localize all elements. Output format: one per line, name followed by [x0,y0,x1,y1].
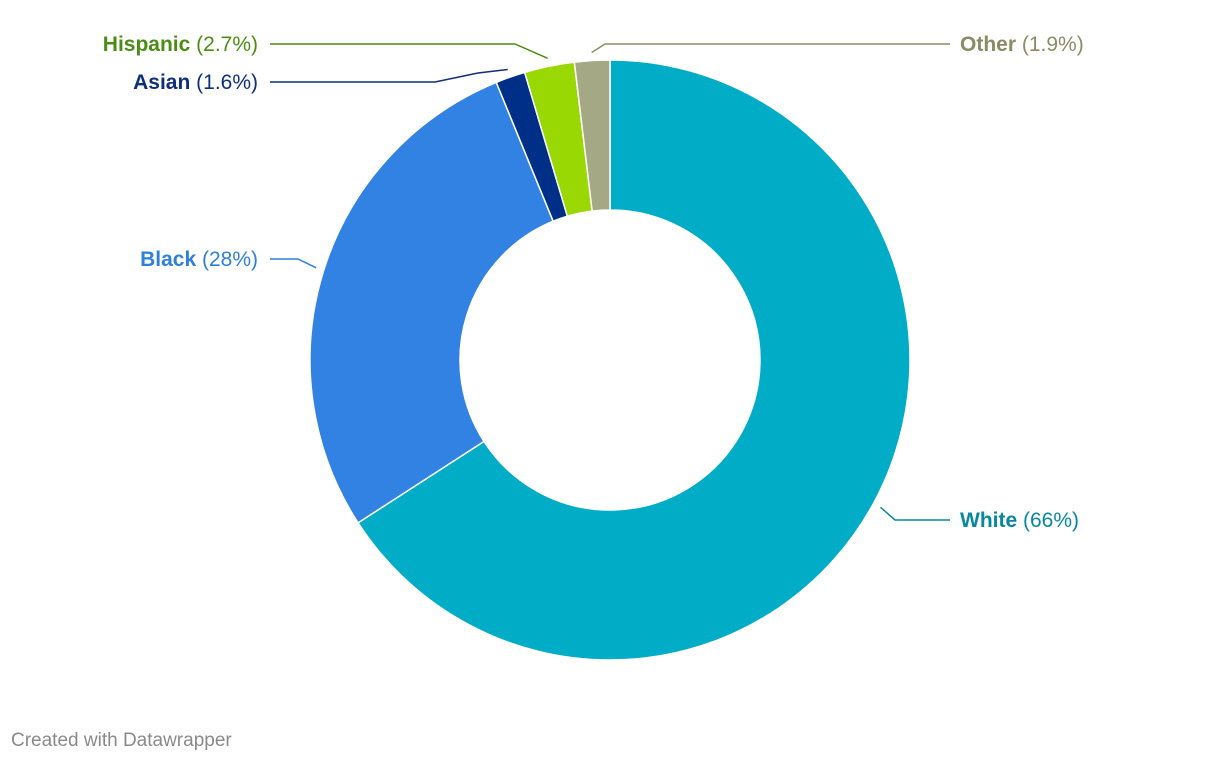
slice-label-other: Other (1.9%) [960,33,1084,56]
slice-label-name: Other [960,33,1016,56]
slice-label-name: Asian [133,71,190,94]
leader-line-white [880,506,950,521]
slice-label-name: Black [140,248,196,271]
slice-label-percent: (66%) [1017,509,1079,532]
slice-label-asian: Asian (1.6%) [133,71,258,94]
credit-text: Created with Datawrapper [11,730,232,751]
leader-line-other [591,43,950,54]
slice-label-black: Black (28%) [140,248,258,271]
leader-lines-group [270,43,950,521]
slice-label-percent: (1.9%) [1016,33,1084,56]
slice-label-white: White (66%) [960,509,1079,532]
leader-line-asian [270,68,508,83]
slice-other [573,59,611,212]
slice-white [357,59,911,661]
slices-group [309,59,911,661]
leader-line-black [270,258,317,269]
labels-group: White (66%) Black (28%) Asian (1.6%) Hispan… [103,33,1084,532]
slice-label-percent: (1.6%) [190,71,258,94]
leader-line-hispanic [270,43,548,60]
slice-label-name: Hispanic [103,33,191,56]
slice-label-percent: (2.7%) [190,33,258,56]
slice-label-percent: (28%) [196,248,258,271]
slice-label-name: White [960,509,1017,532]
slice-label-hispanic: Hispanic (2.7%) [103,33,258,56]
slice-black [309,81,555,524]
